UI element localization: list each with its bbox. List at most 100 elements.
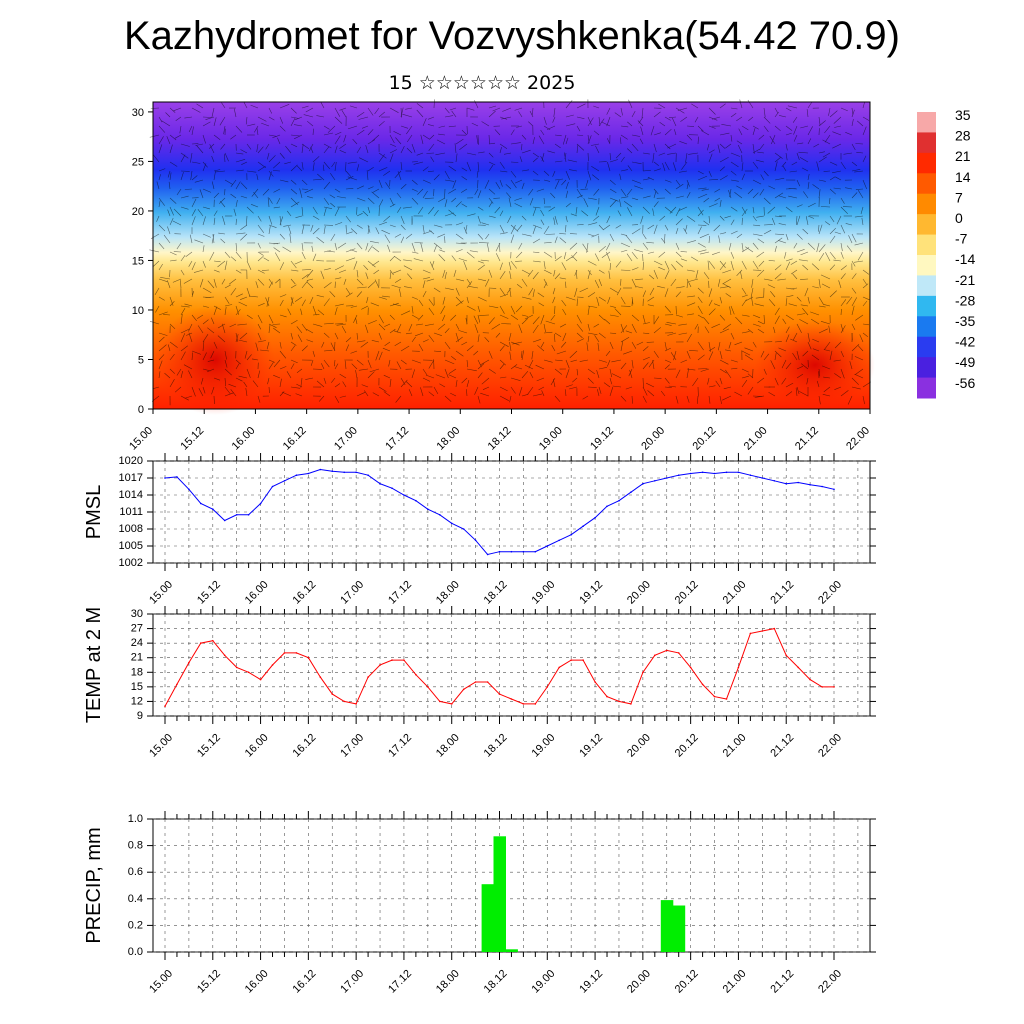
wind-barb	[752, 149, 760, 154]
wind-barb	[440, 305, 446, 314]
wind-barb	[191, 216, 196, 226]
y-tick-label: 1011	[119, 506, 143, 518]
data-point	[391, 659, 393, 661]
wind-barb	[205, 116, 215, 120]
wind-barb	[198, 388, 204, 397]
wind-barb	[296, 368, 303, 374]
wind-barb	[719, 232, 727, 235]
wind-barb	[411, 161, 419, 163]
wind-barb	[615, 260, 622, 268]
wind-barb	[219, 200, 226, 208]
wind-barb	[213, 341, 218, 349]
wind-barb	[509, 341, 512, 352]
wind-barb	[213, 117, 217, 127]
wind-barb	[425, 374, 435, 379]
wind-barb	[268, 197, 273, 204]
wind-barb	[194, 179, 204, 183]
wind-barb	[369, 241, 380, 244]
wind-barb	[499, 170, 508, 173]
wind-barb	[455, 222, 463, 226]
wind-barb	[736, 185, 743, 190]
wind-barb	[672, 117, 677, 127]
wind-barb	[334, 332, 339, 340]
wind-barb	[640, 126, 644, 136]
x-tick-label: 17.12	[386, 968, 414, 996]
wind-barb	[244, 350, 248, 359]
wind-barb	[840, 325, 846, 334]
wind-barb	[334, 303, 344, 307]
wind-barb	[422, 339, 429, 343]
x-tick-label: 22.00	[816, 968, 844, 996]
wind-barb	[371, 340, 380, 343]
wind-barb	[477, 151, 485, 154]
wind-barb	[150, 233, 160, 239]
wind-barb	[235, 309, 241, 316]
wind-barb	[235, 181, 241, 190]
wind-barb	[406, 147, 413, 154]
wind-barb	[697, 395, 699, 404]
wind-barb	[477, 314, 481, 323]
wind-barb	[854, 242, 864, 246]
wind-barb	[648, 359, 655, 368]
wind-barb	[235, 169, 244, 172]
wind-barb	[268, 359, 275, 363]
wind-barb	[532, 324, 539, 334]
wind-barb	[554, 143, 561, 149]
wind-barb	[383, 170, 391, 176]
wind-barb	[538, 302, 545, 307]
wind-barb	[499, 287, 506, 296]
x-tick-label: 20.12	[673, 579, 701, 607]
wind-barb	[796, 233, 803, 240]
wind-barb	[433, 224, 443, 228]
wind-barb	[697, 175, 708, 181]
wind-barb	[290, 260, 297, 269]
x-tick-label: 15.00	[147, 579, 175, 607]
wind-barb	[774, 341, 782, 343]
wind-barb	[708, 280, 710, 289]
wind-barb	[708, 308, 716, 316]
wind-barb	[820, 274, 831, 280]
wind-barb	[378, 351, 383, 361]
wind-barb	[851, 343, 860, 352]
wind-barb	[395, 395, 402, 403]
wind-barb	[828, 107, 831, 116]
data-point	[689, 472, 692, 475]
wind-barb	[781, 377, 787, 385]
wind-barb	[532, 224, 543, 229]
wind-barb	[355, 317, 358, 325]
wind-barb	[267, 377, 270, 385]
wind-barb	[378, 323, 386, 331]
wind-barb	[290, 332, 293, 340]
wind-barb	[708, 395, 711, 404]
wind-barb	[350, 228, 358, 235]
colorbar-swatch	[917, 377, 936, 399]
wind-barb	[659, 215, 666, 221]
wind-barb	[322, 164, 325, 172]
wind-barb	[356, 224, 363, 229]
wind-barb	[356, 242, 363, 250]
wind-barb	[256, 174, 259, 181]
wind-barb	[603, 382, 611, 388]
data-point	[546, 686, 549, 688]
wind-barb	[158, 371, 161, 379]
wind-barb	[191, 290, 194, 298]
wind-barb	[528, 121, 534, 127]
wind-barb	[169, 161, 178, 167]
wind-barb	[701, 188, 710, 191]
wind-barb	[680, 258, 688, 262]
wind-barb	[559, 277, 567, 280]
wind-barb	[268, 215, 273, 225]
wind-barb	[235, 218, 237, 226]
wind-barb	[301, 269, 312, 271]
wind-barb	[158, 278, 168, 282]
wind-barb	[422, 224, 425, 234]
wind-barb	[428, 143, 435, 151]
wind-barb	[448, 188, 457, 194]
wind-barb	[202, 216, 206, 226]
wind-barb	[712, 116, 721, 120]
wind-barb	[614, 112, 622, 118]
wind-barb	[336, 323, 347, 326]
colorbar-label: -7	[955, 231, 968, 247]
wind-barb	[598, 245, 606, 253]
wind-barb	[389, 143, 397, 147]
